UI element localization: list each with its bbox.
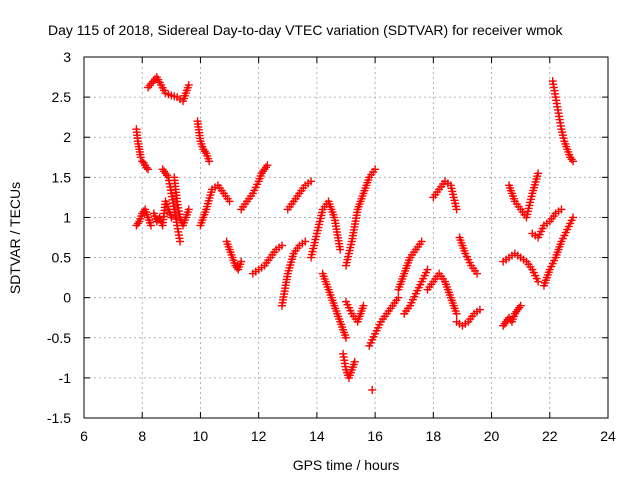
data-point-sat-x xyxy=(452,309,461,318)
x-tick-label: 6 xyxy=(80,428,88,444)
data-point-sat-m xyxy=(307,177,316,186)
y-tick-label: 0 xyxy=(63,290,71,306)
data-point-sat-d xyxy=(167,213,176,222)
x-tick-label: 22 xyxy=(542,428,558,444)
data-point-sat-a xyxy=(144,165,153,174)
x-tick-label: 10 xyxy=(193,428,209,444)
data-point-sat-ab xyxy=(534,277,543,286)
x-tick-label: 8 xyxy=(138,428,146,444)
x-tick-label: 18 xyxy=(426,428,442,444)
chart-points xyxy=(132,73,578,394)
data-point-sat-a xyxy=(138,157,147,166)
chart-ticks: 6 8 10 12 14 16 18 20 22 24 -1.5 -1 -0.5 0 0.5 1 1.5 2 2.5… xyxy=(47,49,616,444)
data-point-sat-h xyxy=(225,197,234,206)
y-tick-label: 3 xyxy=(63,49,71,65)
data-point-sat-z xyxy=(473,269,481,278)
data-point-sat-y xyxy=(475,305,484,314)
y-tick-label: -1 xyxy=(59,370,72,386)
y-axis-label: SDTVAR / TECUs xyxy=(7,182,23,294)
y-tick-label: 1 xyxy=(63,209,71,225)
plot-frame xyxy=(83,56,609,419)
x-tick-label: 16 xyxy=(367,428,383,444)
x-axis-label: GPS time / hours xyxy=(293,457,400,473)
data-point-sat-v xyxy=(423,265,432,274)
data-point-sat-w xyxy=(452,205,461,214)
y-tick-label: 2 xyxy=(63,129,71,145)
data-point-sat-i xyxy=(237,257,246,266)
y-tick-label: -0.5 xyxy=(47,330,71,346)
data-point-sat-g xyxy=(205,157,214,166)
data-point-sat-c xyxy=(184,81,193,90)
data-point-sat-o xyxy=(342,333,350,342)
data-point-sat-b xyxy=(146,221,155,230)
data-point-sat-j xyxy=(263,161,272,170)
data-point-sat-e xyxy=(176,237,185,246)
data-point-sat-r xyxy=(359,301,368,310)
data-point-sat-aa xyxy=(516,301,525,310)
data-point-sat-f xyxy=(184,205,193,214)
x-tick-label: 20 xyxy=(484,428,500,444)
data-point-sat-a xyxy=(142,163,151,172)
chart-title: Day 115 of 2018, Sidereal Day-to-day VTE… xyxy=(48,22,564,38)
chart-grid xyxy=(84,57,608,418)
data-point-sat-ac xyxy=(534,169,543,178)
data-point-sat-n xyxy=(336,245,345,254)
data-point-sat-p xyxy=(350,357,359,366)
data-point-sat-a xyxy=(136,153,145,162)
y-tick-label: 2.5 xyxy=(52,89,72,105)
y-tick-label: -1.5 xyxy=(47,410,71,426)
data-point-sat-k xyxy=(277,241,286,250)
data-point-sat-t xyxy=(368,385,377,394)
data-point-sat-l xyxy=(301,237,310,246)
x-tick-label: 24 xyxy=(600,428,616,444)
data-point-sat-ad xyxy=(557,205,566,214)
data-point-sat-u xyxy=(417,237,426,246)
data-point-sat-q xyxy=(371,165,380,174)
y-tick-label: 1.5 xyxy=(52,169,72,185)
y-tick-label: 0.5 xyxy=(52,250,72,266)
data-point-sat-s xyxy=(394,293,403,302)
x-tick-label: 14 xyxy=(309,428,325,444)
x-tick-label: 12 xyxy=(251,428,267,444)
data-point-sat-ae xyxy=(569,213,578,222)
data-point-sat-af xyxy=(569,157,578,166)
